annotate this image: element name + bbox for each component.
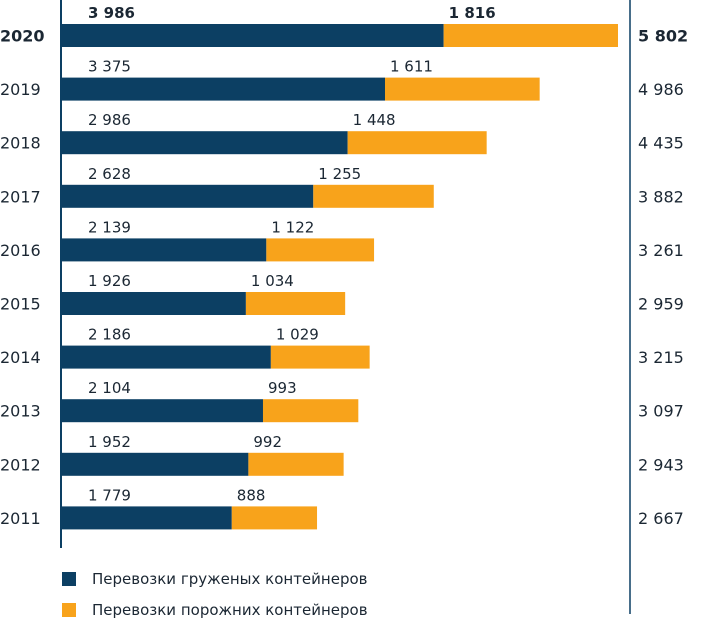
year-label-2019: 2019 xyxy=(0,80,41,99)
value-label-loaded-2016: 2 139 xyxy=(88,218,131,236)
bar-loaded-2014 xyxy=(61,345,271,369)
bar-empty-2011 xyxy=(231,506,318,530)
bar-empty-2019 xyxy=(385,77,540,101)
bar-loaded-2020 xyxy=(61,24,444,47)
total-label-2018: 4 435 xyxy=(638,134,684,153)
value-label-loaded-2014: 2 186 xyxy=(88,326,131,344)
bar-loaded-2017 xyxy=(61,184,314,208)
legend-swatch-empty xyxy=(62,603,76,617)
year-label-2013: 2013 xyxy=(0,402,41,421)
bar-empty-2016 xyxy=(266,238,375,262)
legend-swatch-loaded xyxy=(62,572,76,586)
legend-label-empty: Перевозки порожних контейнеров xyxy=(92,601,368,619)
total-label-2014: 3 215 xyxy=(638,348,684,367)
bar-loaded-2015 xyxy=(61,292,246,315)
year-label-2020: 2020 xyxy=(0,27,45,46)
value-label-empty-2016: 1 122 xyxy=(271,218,314,236)
legend-label-loaded: Перевозки груженых контейнеров xyxy=(92,570,368,588)
value-label-empty-2015: 1 034 xyxy=(251,272,294,290)
value-label-loaded-2012: 1 952 xyxy=(88,433,131,451)
bar-empty-2014 xyxy=(270,345,370,369)
year-label-2014: 2014 xyxy=(0,348,41,367)
total-label-2020: 5 802 xyxy=(638,27,688,46)
value-label-empty-2020: 1 816 xyxy=(449,4,496,22)
bar-empty-2013 xyxy=(262,399,359,423)
bar-empty-2018 xyxy=(347,131,487,155)
value-label-empty-2011: 888 xyxy=(237,486,266,504)
bar-empty-2020 xyxy=(443,24,618,47)
total-label-2012: 2 943 xyxy=(638,455,684,474)
bar-loaded-2018 xyxy=(61,131,348,155)
value-label-loaded-2017: 2 628 xyxy=(88,165,131,183)
year-label-2017: 2017 xyxy=(0,187,41,206)
bar-loaded-2019 xyxy=(61,77,386,101)
total-label-2016: 3 261 xyxy=(638,241,684,260)
total-label-2019: 4 986 xyxy=(638,80,684,99)
value-label-loaded-2020: 3 986 xyxy=(88,4,135,22)
year-label-2011: 2011 xyxy=(0,509,41,528)
total-label-2017: 3 882 xyxy=(638,187,684,206)
year-label-2016: 2016 xyxy=(0,241,41,260)
bar-loaded-2012 xyxy=(61,452,249,476)
year-label-2015: 2015 xyxy=(0,295,41,314)
value-label-empty-2018: 1 448 xyxy=(353,111,396,129)
total-label-2013: 3 097 xyxy=(638,402,684,421)
bar-loaded-2013 xyxy=(61,399,263,423)
total-label-2015: 2 959 xyxy=(638,295,684,314)
value-label-loaded-2013: 2 104 xyxy=(88,379,131,397)
year-label-2012: 2012 xyxy=(0,455,41,474)
value-label-loaded-2015: 1 926 xyxy=(88,272,131,290)
legend-item-empty: Перевозки порожних контейнеров xyxy=(62,601,368,619)
bar-loaded-2016 xyxy=(61,238,267,262)
value-label-loaded-2018: 2 986 xyxy=(88,111,131,129)
bar-empty-2015 xyxy=(245,292,346,315)
value-label-empty-2012: 992 xyxy=(253,433,282,451)
value-label-empty-2019: 1 611 xyxy=(390,58,433,76)
year-label-2018: 2018 xyxy=(0,134,41,153)
value-label-empty-2017: 1 255 xyxy=(318,165,361,183)
legend-item-loaded: Перевозки груженых контейнеров xyxy=(62,570,367,588)
value-label-empty-2014: 1 029 xyxy=(276,326,319,344)
value-label-loaded-2019: 3 375 xyxy=(88,58,131,76)
value-label-empty-2013: 993 xyxy=(268,379,297,397)
bar-empty-2012 xyxy=(248,452,344,476)
value-label-loaded-2011: 1 779 xyxy=(88,486,131,504)
total-label-2011: 2 667 xyxy=(638,509,684,528)
bar-loaded-2011 xyxy=(61,506,232,530)
bar-empty-2017 xyxy=(313,184,434,208)
